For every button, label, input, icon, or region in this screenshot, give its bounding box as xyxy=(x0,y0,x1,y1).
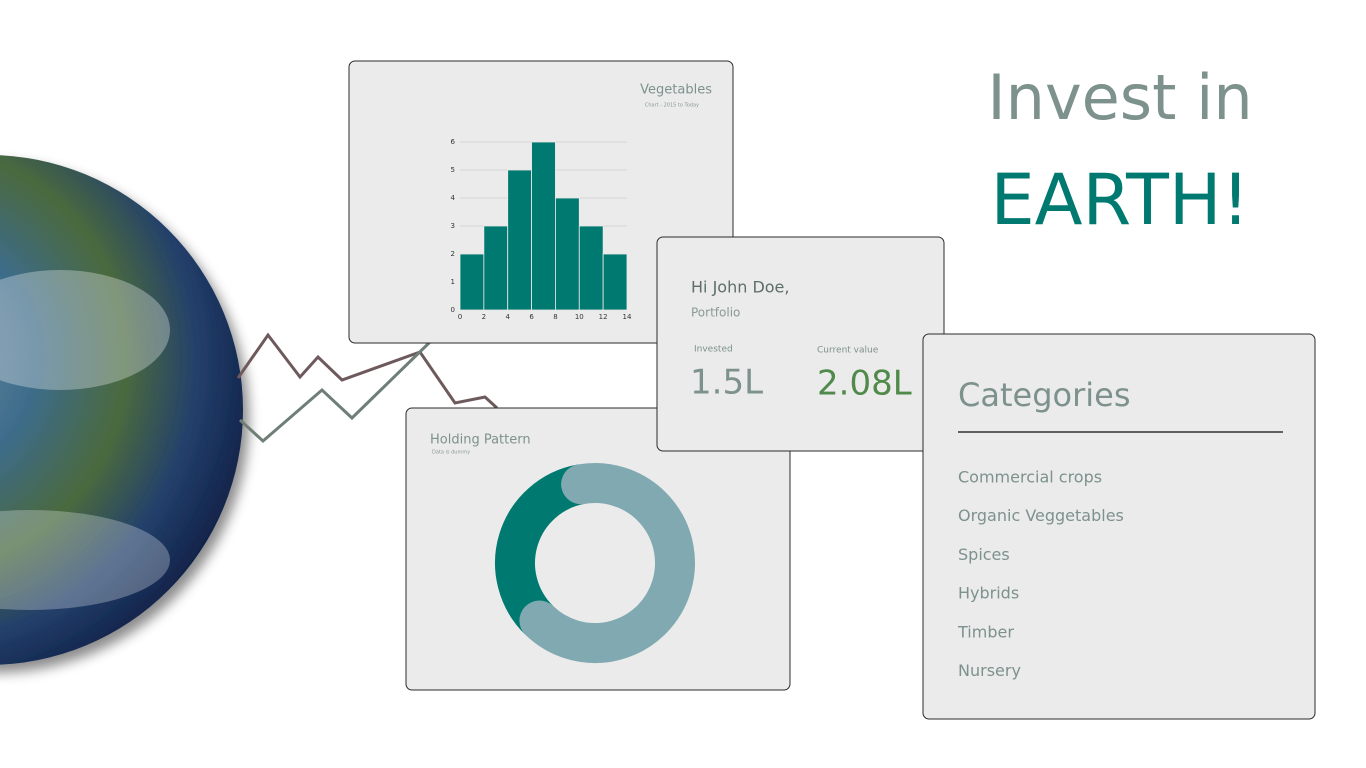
holding-card xyxy=(405,407,791,691)
earth-globe xyxy=(0,155,243,665)
y-tick-label: 4 xyxy=(451,194,456,202)
x-tick-label: 10 xyxy=(575,313,584,321)
categories-card xyxy=(922,333,1316,720)
donut-segment xyxy=(519,463,695,663)
bar xyxy=(555,197,580,311)
y-tick-label: 3 xyxy=(451,222,455,230)
x-tick-label: 4 xyxy=(505,313,510,321)
trend-line xyxy=(238,340,432,444)
trend-line xyxy=(236,332,499,410)
category-item: Organic Veggetables xyxy=(958,506,1124,525)
chart-subtitle: Data is dummy xyxy=(432,450,470,456)
x-tick-label: 14 xyxy=(623,313,632,321)
y-tick-label: 5 xyxy=(451,166,455,174)
x-tick-label: 8 xyxy=(553,313,557,321)
greeting: Hi John Doe, xyxy=(691,278,789,297)
categories-title: Categories xyxy=(958,376,1130,414)
x-tick-label: 2 xyxy=(482,313,486,321)
invested-label: Invested xyxy=(694,345,733,355)
category-item: Commercial crops xyxy=(958,468,1102,487)
hero-headline: EARTH! xyxy=(990,159,1249,241)
category-item: Spices xyxy=(958,545,1010,564)
bar xyxy=(602,253,628,311)
y-tick-label: 0 xyxy=(451,306,455,314)
hero-line: Invest in xyxy=(987,61,1252,134)
donut-segment xyxy=(495,464,586,635)
x-tick-label: 6 xyxy=(529,313,534,321)
y-tick-label: 6 xyxy=(451,138,456,146)
category-item: Nursery xyxy=(958,661,1021,680)
category-item: Timber xyxy=(957,622,1014,641)
clouds xyxy=(0,510,170,610)
bar xyxy=(578,225,604,311)
bar xyxy=(483,225,509,311)
donut xyxy=(495,463,695,663)
x-tick-label: 0 xyxy=(458,313,462,321)
chart-title: Vegetables xyxy=(640,83,712,98)
invested-value: 1.5L xyxy=(690,363,763,403)
clouds xyxy=(0,270,170,390)
bar xyxy=(531,141,556,311)
category-item: Hybrids xyxy=(958,584,1019,603)
bar xyxy=(507,169,532,311)
current-label: Current value xyxy=(817,346,879,356)
y-tick-label: 1 xyxy=(451,278,455,286)
current-value: 2.08L xyxy=(817,364,912,404)
bar xyxy=(459,253,485,311)
chart-title: Holding Pattern xyxy=(430,433,531,448)
portfolio-label: Portfolio xyxy=(691,306,740,320)
chart-subtitle: Chart - 2015 to Today xyxy=(645,103,699,109)
x-tick-label: 12 xyxy=(599,313,608,321)
category-list: Commercial crops Organic Veggetables Spice… xyxy=(957,468,1124,681)
y-tick-label: 2 xyxy=(451,250,455,258)
